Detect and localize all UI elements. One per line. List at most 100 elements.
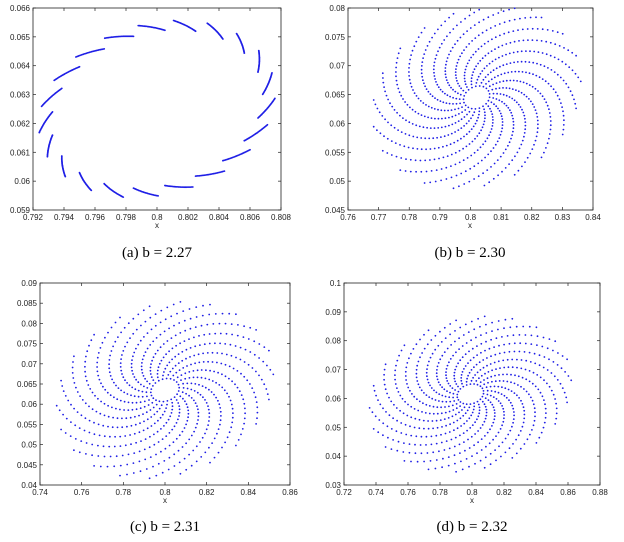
scatter-point [176, 376, 179, 379]
scatter-point [220, 415, 222, 417]
scatter-point [454, 108, 456, 111]
scatter-point [182, 367, 185, 369]
scatter-point [531, 429, 533, 431]
scatter-point [397, 87, 400, 90]
scatter-point [204, 432, 206, 435]
scatter-point [390, 140, 393, 143]
scatter-point [181, 359, 184, 362]
scatter-point [149, 435, 151, 438]
scatter-point [163, 330, 166, 333]
scatter-point [533, 352, 536, 355]
scatter-point [513, 411, 515, 413]
scatter-point [253, 353, 256, 356]
scatter-point [492, 69, 495, 72]
scatter-point [238, 390, 241, 393]
scatter-point [470, 435, 473, 438]
scatter-point [468, 180, 471, 183]
scatter-point [520, 50, 523, 53]
scatter-point [509, 401, 512, 404]
scatter-point [405, 366, 408, 369]
scatter-point [487, 80, 490, 83]
scatter-point [426, 375, 428, 378]
scatter-point [170, 337, 173, 339]
scatter-point [110, 326, 113, 329]
scatter-point [239, 346, 242, 349]
scatter-point [482, 172, 484, 175]
scatter-point [108, 367, 111, 370]
scatter-point [219, 419, 222, 422]
scatter-point [444, 92, 446, 95]
scatter-point [464, 80, 466, 83]
scatter-point [536, 131, 539, 134]
scatter-point [129, 337, 131, 339]
scatter-point [149, 344, 152, 346]
scatter-point [490, 78, 493, 81]
panel-caption: (a) b = 2.27 [122, 245, 193, 261]
scatter-point [513, 18, 516, 21]
scatter-point [132, 355, 134, 358]
scatter-point [133, 452, 136, 454]
scatter-point [502, 64, 505, 67]
scatter-point [205, 428, 208, 431]
scatter-point [479, 59, 482, 62]
scatter-point [433, 61, 436, 64]
scatter-point [487, 153, 490, 156]
scatter-point [430, 435, 433, 438]
scatter-point [189, 317, 192, 320]
scatter-point [548, 112, 551, 114]
scatter-point [529, 361, 532, 363]
scatter-point [106, 391, 109, 394]
scatter-point [97, 352, 100, 354]
scatter-point [109, 455, 112, 458]
scatter-point [561, 32, 564, 35]
scatter-point [133, 432, 136, 435]
scatter-point [460, 425, 462, 427]
scatter-point [491, 369, 493, 372]
scatter-point [440, 441, 443, 444]
scatter-point [520, 359, 523, 361]
scatter-point [492, 83, 494, 86]
scatter-point [561, 106, 563, 108]
scatter-point [470, 77, 473, 80]
scatter-point [536, 62, 538, 65]
scatter-point [566, 401, 568, 404]
scatter-point [456, 419, 459, 422]
scatter-point [163, 410, 166, 413]
scatter-point [414, 443, 416, 446]
scatter-point [429, 127, 432, 129]
scatter-point [371, 411, 374, 414]
scatter-point [160, 404, 163, 407]
scatter-point [433, 108, 436, 110]
scatter-point [413, 426, 416, 429]
scatter-point [419, 356, 421, 359]
scatter-point [224, 375, 227, 378]
scatter-point [221, 352, 223, 355]
scatter-point [453, 141, 456, 144]
scatter-point [508, 141, 511, 144]
scatter-point [445, 60, 448, 63]
scatter-point [435, 419, 438, 422]
scatter-point [258, 343, 261, 345]
y-tick-label: 0.09 [325, 308, 341, 317]
scatter-point [485, 386, 488, 389]
scatter-point [548, 108, 550, 111]
scatter-point [180, 379, 182, 381]
scatter-point [452, 96, 454, 99]
scatter-point [562, 124, 565, 126]
scatter-point [512, 407, 515, 410]
scatter-point [193, 336, 195, 339]
scatter-point [194, 345, 197, 348]
scatter-point [186, 365, 188, 367]
scatter-point [571, 94, 574, 97]
scatter-point [492, 147, 495, 149]
scatter-point [386, 392, 388, 395]
scatter-point [113, 465, 116, 468]
x-tick-label: 0.78 [432, 488, 448, 497]
scatter-point [449, 391, 451, 394]
scatter-point [226, 392, 229, 395]
plot-frame [343, 282, 601, 486]
scatter-point [473, 402, 475, 405]
scatter-point [168, 456, 171, 459]
scatter-point [167, 374, 170, 376]
scatter-point [515, 101, 518, 104]
